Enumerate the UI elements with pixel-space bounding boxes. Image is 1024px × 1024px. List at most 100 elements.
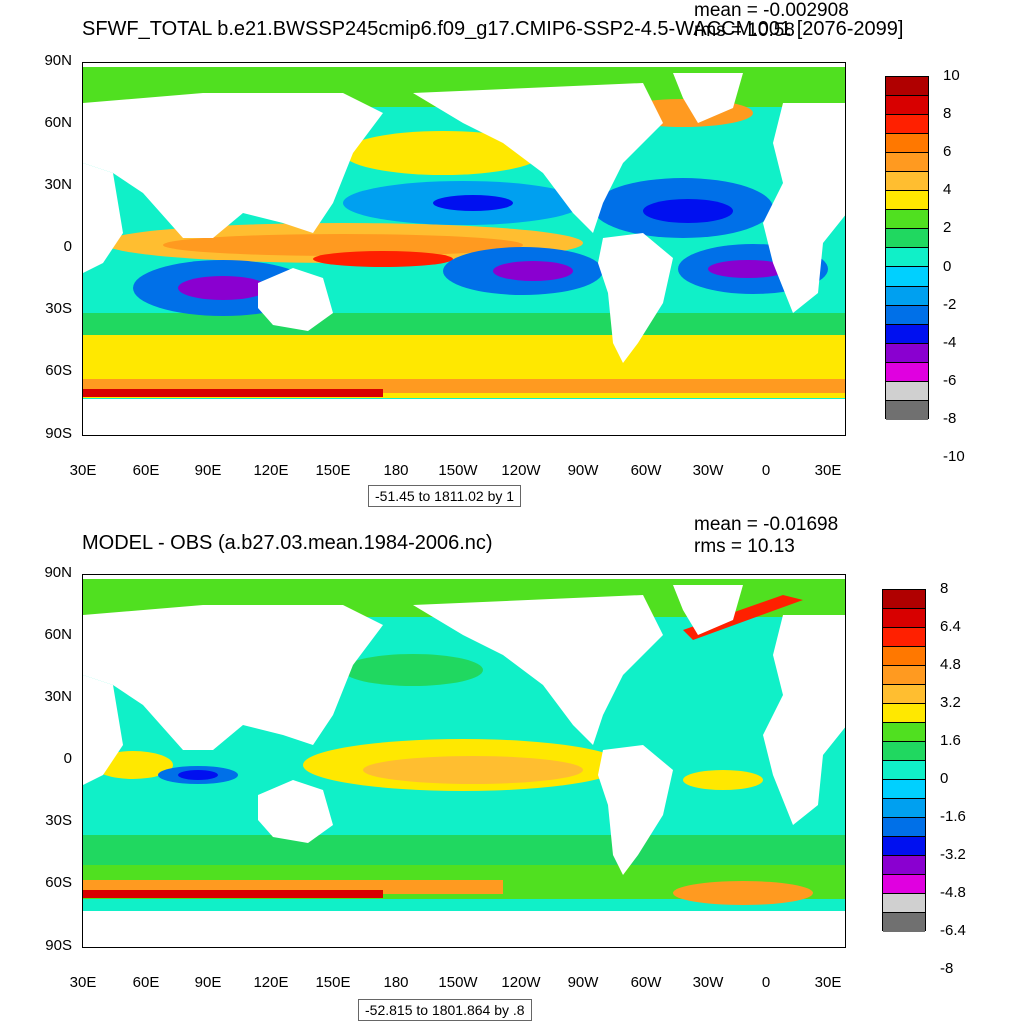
lon-label: 120W <box>501 974 541 991</box>
colorbar-label: -3.2 <box>940 846 966 863</box>
colorbar-swatch <box>886 77 928 97</box>
lat-label: 30S <box>45 812 72 829</box>
rms-value: rms = 10.13 <box>694 536 795 557</box>
lon-label: 150W <box>438 462 478 479</box>
range-info: -52.815 to 1801.864 by .8 <box>358 999 532 1021</box>
colorbar-label: 8 <box>943 105 952 123</box>
lon-label: 60W <box>630 974 662 991</box>
colorbar-label: -8 <box>940 960 954 977</box>
lat-label: 30N <box>44 688 72 705</box>
lon-label: 60E <box>132 462 160 479</box>
colorbar-swatch <box>886 229 928 249</box>
colorbar-label: 4.8 <box>940 656 961 673</box>
lat-label: 90S <box>45 425 72 442</box>
colorbar-swatch <box>883 628 925 647</box>
lat-label: 30S <box>45 300 72 317</box>
rms-value: rms = 10.58 <box>694 20 795 41</box>
colorbar-label: -4.8 <box>940 884 966 901</box>
colorbar-swatch <box>886 400 928 420</box>
map-plot <box>82 574 846 948</box>
colorbar-label: -8 <box>943 410 957 427</box>
plot-title: MODEL - OBS (a.b27.03.mean.1984-2006.nc) <box>82 532 493 554</box>
lat-label: 90N <box>44 52 72 69</box>
colorbar-swatch <box>883 609 925 628</box>
colorbar-label: 4 <box>943 181 952 199</box>
colorbar-swatch <box>886 362 928 382</box>
lon-label: 60W <box>630 462 662 479</box>
colorbar-swatch <box>883 875 925 894</box>
colorbar-swatch <box>883 856 925 875</box>
colorbar-label: 6.4 <box>940 618 961 635</box>
lat-label: 60S <box>45 362 72 379</box>
lon-label: 150W <box>438 974 478 991</box>
colorbar-label: 6 <box>943 143 952 161</box>
lon-label: 180 <box>383 974 409 991</box>
colorbar-label: 0 <box>943 257 952 275</box>
colorbar-swatch <box>883 799 925 818</box>
colorbar-swatch <box>883 723 925 742</box>
lat-label: 0 <box>63 750 72 767</box>
colorbar-swatch <box>886 153 928 173</box>
lat-label: 60N <box>44 114 72 131</box>
colorbar-label: 3.2 <box>940 694 961 711</box>
lon-label: 30E <box>814 974 842 991</box>
colorbar-label: -10 <box>943 448 965 466</box>
lon-label: 90E <box>194 974 222 991</box>
colorbar-swatch <box>886 172 928 192</box>
colorbar-swatch <box>883 704 925 723</box>
bottom-panel: MODEL - OBS (a.b27.03.mean.1984-2006.nc)… <box>0 512 1024 1024</box>
colorbar-swatch <box>883 761 925 780</box>
lon-label: 150E <box>315 974 351 991</box>
colorbar-swatch <box>883 837 925 856</box>
lat-label: 60N <box>44 626 72 643</box>
lon-label: 120E <box>253 462 289 479</box>
lat-label: 0 <box>63 238 72 255</box>
colorbar-label: -6.4 <box>940 922 966 939</box>
colorbar-label: 10 <box>943 67 960 84</box>
colorbar <box>885 76 929 420</box>
colorbar-swatch <box>883 590 925 609</box>
lon-label: 90W <box>567 462 599 479</box>
lon-label: 30E <box>69 974 97 991</box>
colorbar-swatch <box>883 647 925 666</box>
range-info: -51.45 to 1811.02 by 1 <box>368 485 522 507</box>
lat-label: 90S <box>45 937 72 954</box>
colorbar-label: 0 <box>940 770 949 787</box>
lon-label: 120W <box>501 462 541 479</box>
colorbar-swatch <box>886 343 928 363</box>
mean-value: mean = -0.01698 <box>694 514 839 535</box>
lon-label: 150E <box>315 462 351 479</box>
colorbar-swatch <box>883 780 925 799</box>
lon-label: 0 <box>761 462 771 479</box>
lon-label: 0 <box>761 974 771 991</box>
lon-label: 90W <box>567 974 599 991</box>
lon-label: 90E <box>194 462 222 479</box>
colorbar-swatch <box>883 742 925 761</box>
lat-label: 60S <box>45 874 72 891</box>
colorbar-label: 8 <box>940 580 949 597</box>
colorbar-swatch <box>886 115 928 135</box>
colorbar-label: 1.6 <box>940 732 961 749</box>
colorbar-swatch <box>886 286 928 306</box>
colorbar-label: -6 <box>943 371 957 389</box>
colorbar <box>882 589 926 932</box>
colorbar-swatch <box>883 818 925 837</box>
lon-label: 30E <box>69 462 97 479</box>
colorbar-swatch <box>883 894 925 913</box>
colorbar-swatch <box>886 381 928 401</box>
colorbar-swatch <box>886 305 928 325</box>
mean-value: mean = -0.002908 <box>694 0 849 21</box>
colorbar-label: 2 <box>943 219 952 237</box>
plot-title: SFWF_TOTAL b.e21.BWSSP245cmip6.f09_g17.C… <box>82 18 904 40</box>
lon-label: 60E <box>132 974 160 991</box>
colorbar-swatch <box>886 324 928 344</box>
map-field <box>83 575 845 947</box>
colorbar-label: -1.6 <box>940 808 966 825</box>
map-field <box>83 63 845 435</box>
colorbar-swatch <box>886 248 928 268</box>
colorbar-swatch <box>886 134 928 154</box>
colorbar-swatch <box>886 267 928 287</box>
colorbar-swatch <box>886 96 928 116</box>
top-panel: SFWF_TOTAL b.e21.BWSSP245cmip6.f09_g17.C… <box>44 0 965 507</box>
lon-label: 30E <box>814 462 842 479</box>
